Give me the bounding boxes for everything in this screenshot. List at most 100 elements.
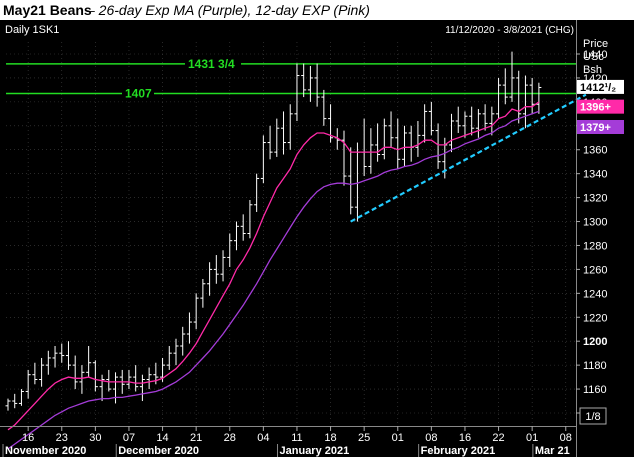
ohlc-bar <box>18 389 24 406</box>
ohlc-bar <box>314 63 320 107</box>
ohlc-bar <box>233 221 239 251</box>
ohlc-bar <box>522 75 528 129</box>
ohlc-bar <box>408 125 414 162</box>
ohlc-bar <box>240 214 246 241</box>
time-tick-label: 01 <box>526 432 538 444</box>
ohlc-bar <box>536 82 542 114</box>
price-tags: 1412¹/₂ 1396+ 1379+ <box>577 79 624 134</box>
time-tick-label: 18 <box>324 432 336 444</box>
ohlc-bar <box>146 367 152 390</box>
price-axis-title: Price <box>583 38 608 50</box>
price-tick-label: 1300 <box>583 217 607 229</box>
symbol-label: Daily 1SK1 <box>5 24 59 36</box>
ohlc-bar <box>213 255 219 284</box>
ohlc-bar <box>267 125 273 160</box>
ohlc-bar <box>59 343 65 363</box>
moving-averages <box>7 101 540 450</box>
ohlc-bars <box>5 51 542 411</box>
price-tick-label: 1280 <box>583 240 607 252</box>
ohlc-bar <box>449 113 455 153</box>
instrument-title: May21 Beans <box>3 2 92 18</box>
ohlc-bar <box>25 369 31 399</box>
ohlc-bar <box>92 360 98 392</box>
ohlc-bar <box>86 345 92 378</box>
ohlc-bar <box>166 345 172 370</box>
price-tick-label: 1360 <box>583 145 607 157</box>
price-tick-label: 1320 <box>583 193 607 205</box>
trendlines <box>350 93 587 223</box>
ohlc-bar <box>32 362 38 385</box>
ohlc-bar <box>422 104 428 143</box>
price-tick-label: 1340 <box>583 169 607 181</box>
ohlc-bar <box>489 106 495 136</box>
time-tick-label: 30 <box>89 432 101 444</box>
ohlc-bar <box>301 63 307 98</box>
ohlc-bar <box>5 398 11 411</box>
chart-canvas[interactable]: 1431 3/4 1407 Daily 1SK1 11/12/2020 - 3/8… <box>0 20 634 457</box>
chart-title: May21 Beans – 26-day Exp MA (Purple), 12… <box>0 0 634 20</box>
price-axis-currency: USc <box>583 51 604 63</box>
indicator-description: – 26-day Exp MA (Purple), 12-day EXP (Pi… <box>87 2 370 18</box>
ohlc-bar <box>294 63 300 122</box>
month-labels: November 2020 December 2020 January 2021 Fe… <box>2 444 570 457</box>
ohlc-bar <box>415 121 421 157</box>
month-label: February 2021 <box>421 445 496 457</box>
time-tick-label: 16 <box>459 432 471 444</box>
ohlc-bar <box>12 393 18 409</box>
month-label: December 2020 <box>118 445 199 457</box>
price-tag-bg <box>577 119 624 134</box>
price-tick-label: 1440 <box>583 49 607 61</box>
month-label: January 2021 <box>280 445 350 457</box>
ohlc-bar <box>388 111 394 148</box>
ohlc-bar <box>45 350 51 375</box>
ohlc-bar <box>52 345 58 368</box>
time-tick-label: 11 <box>291 432 302 444</box>
ohlc-bar <box>328 104 334 143</box>
ohlc-bar <box>186 312 192 344</box>
grid <box>6 42 576 426</box>
price-tag-bg <box>577 99 624 114</box>
time-tick-label: 21 <box>190 432 202 444</box>
ohlc-bar <box>307 65 313 102</box>
time-tick-label: 08 <box>560 432 572 444</box>
ohlc-bar <box>113 372 119 404</box>
ohlc-bar <box>274 118 280 157</box>
level-label-bg <box>122 86 154 100</box>
unit-box <box>579 407 607 425</box>
ohlc-bar <box>348 147 354 215</box>
ohlc-bar <box>133 365 139 392</box>
ohlc-bar <box>193 293 199 330</box>
ohlc-bar <box>395 118 401 169</box>
date-range-label: 11/12/2020 - 3/8/2021 (CHG) <box>445 25 574 36</box>
ohlc-bar <box>254 173 260 212</box>
price-chart[interactable]: 1431 3/4 1407 Daily 1SK1 11/12/2020 - 3/8… <box>0 20 634 457</box>
level-label: 1431 3/4 <box>188 57 235 71</box>
time-tick-label: 22 <box>492 432 504 444</box>
ohlc-bar <box>227 233 233 268</box>
price-tick-label: 1200 <box>583 336 607 348</box>
price-tick-label: 1180 <box>583 360 607 372</box>
ohlc-bar <box>65 341 71 370</box>
time-tick-label: 04 <box>257 432 269 444</box>
level-label: 1407 <box>125 86 152 100</box>
ohlc-bar <box>455 106 461 133</box>
ohlc-bar <box>321 89 327 126</box>
time-tick-label: 14 <box>156 432 168 444</box>
ohlc-bar <box>509 51 515 102</box>
time-tick-label: 08 <box>425 432 437 444</box>
ohlc-bar <box>247 199 253 239</box>
ohlc-bar <box>281 111 287 155</box>
time-tick-label: 01 <box>392 432 404 444</box>
ohlc-bar <box>173 338 179 366</box>
ohlc-bar <box>126 369 132 390</box>
ohlc-bar <box>72 355 78 390</box>
month-label: November 2020 <box>5 445 86 457</box>
ohlc-bar <box>435 123 441 169</box>
ema12-line <box>7 101 540 431</box>
time-tick-label: 16 <box>22 432 34 444</box>
ohlc-bar <box>180 326 186 356</box>
price-tag-label: 1379+ <box>580 122 611 134</box>
ohlc-bar <box>361 118 367 177</box>
ohlc-bar <box>39 357 45 387</box>
level-label-bg <box>185 56 241 70</box>
